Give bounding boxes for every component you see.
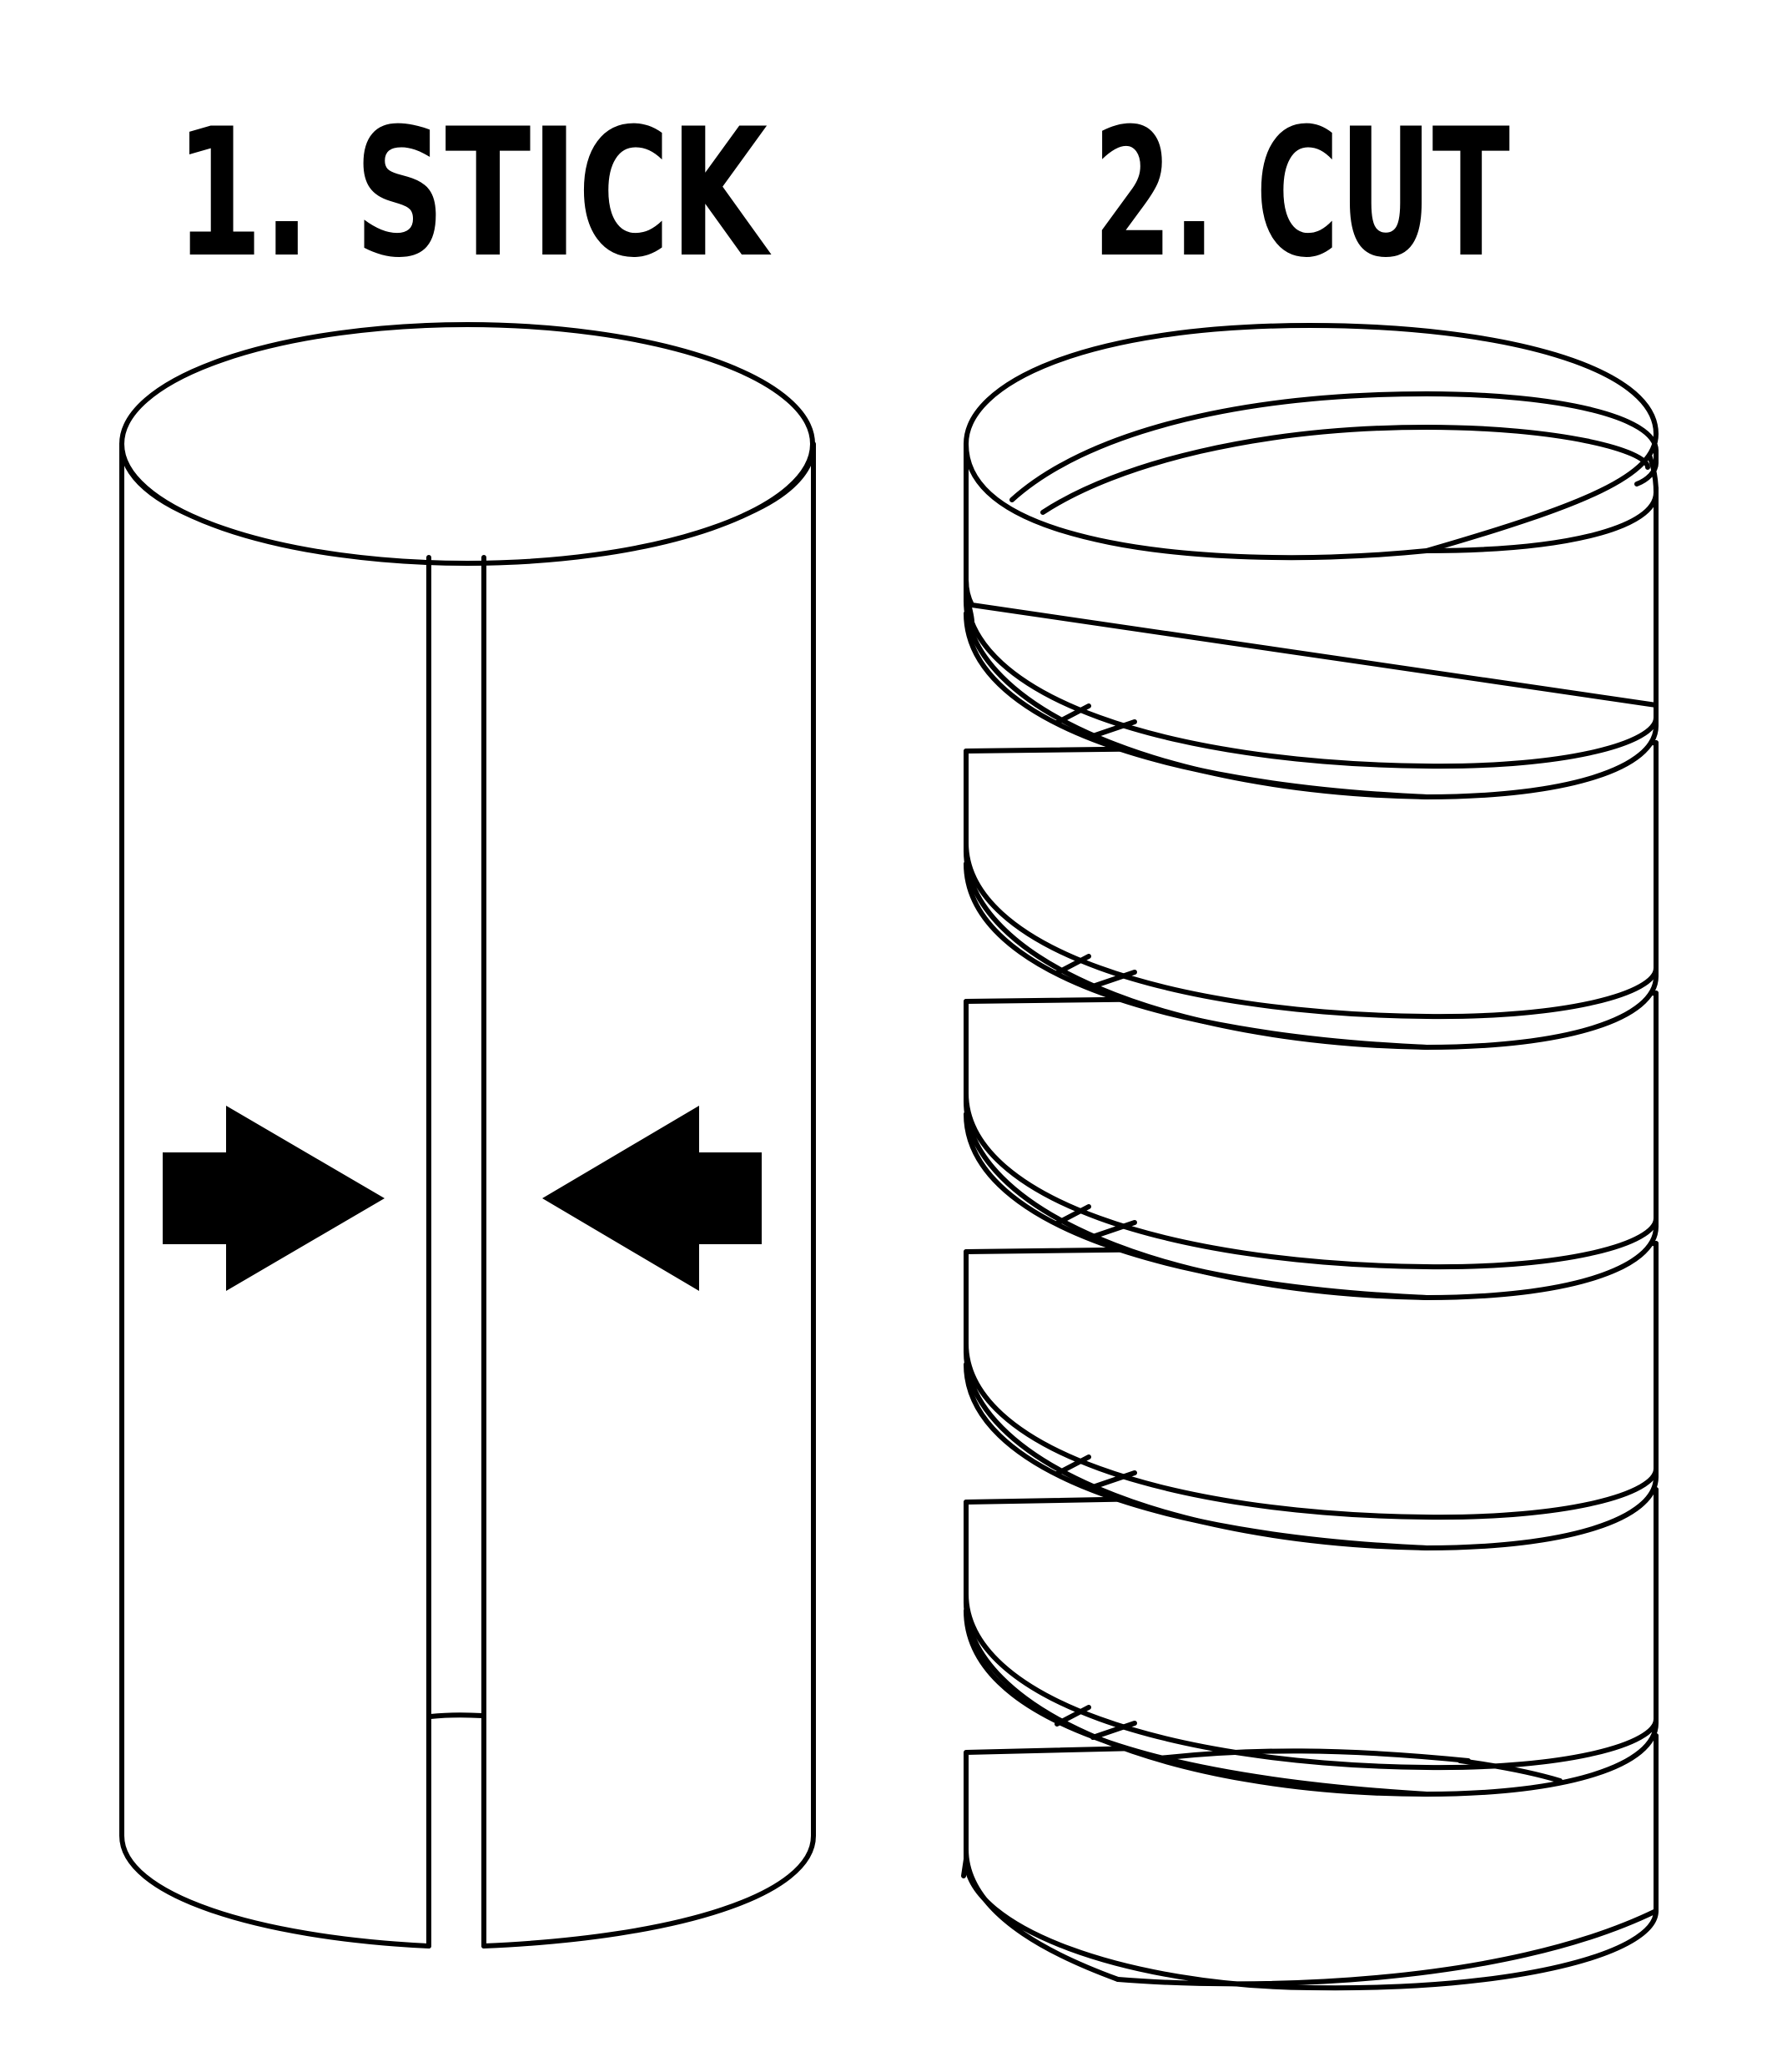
step-2-cylinder xyxy=(961,323,1659,1991)
spiral-ring-3 xyxy=(964,991,1659,1300)
arrow-right-icon xyxy=(163,1106,385,1291)
step-1-title: 1. STICK xyxy=(175,90,772,296)
spiral-inner-edge-inner xyxy=(1040,425,1650,515)
spiral-ring-4 xyxy=(964,1241,1659,1550)
spiral-cut-end xyxy=(1634,448,1659,486)
arrow-left-icon xyxy=(542,1106,762,1291)
seam-bridge xyxy=(428,1712,485,1719)
spiral-inner-edge-outer xyxy=(1009,391,1659,502)
spiral-ring-5 xyxy=(964,1487,1659,1797)
cylinder-top-ellipse xyxy=(119,322,815,566)
step-2-title: 2. CUT xyxy=(1093,90,1510,296)
spiral-top-seam xyxy=(1424,490,1659,553)
spiral-ring-6 xyxy=(961,1733,1659,1991)
step-1-cylinder xyxy=(119,322,816,1948)
spiral-ring-2 xyxy=(964,740,1659,1050)
